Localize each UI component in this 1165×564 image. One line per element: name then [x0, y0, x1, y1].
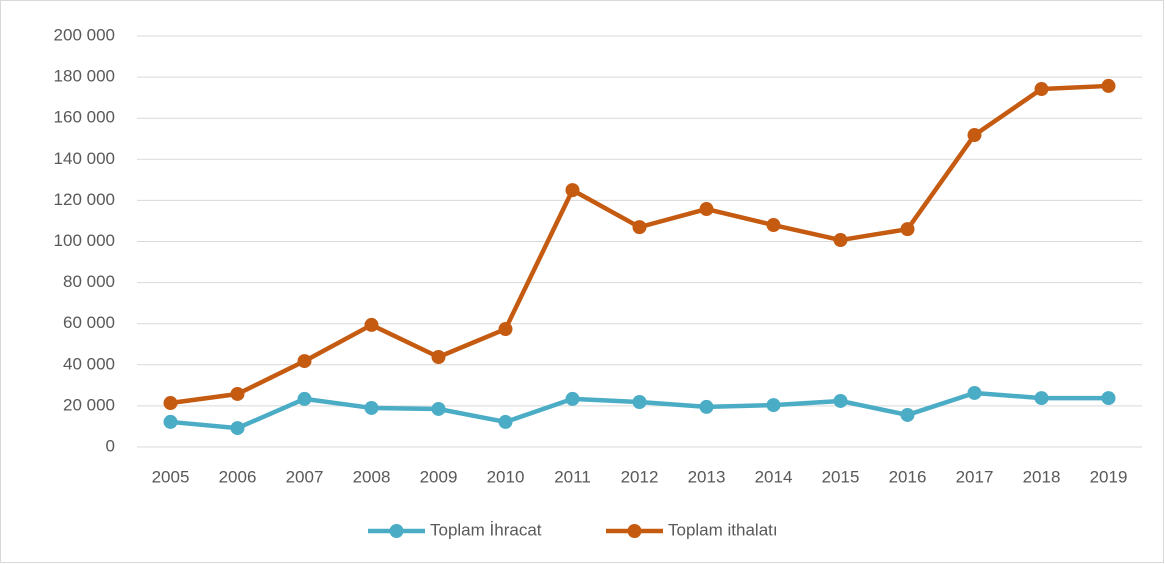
x-tick-label: 2015 [822, 467, 860, 486]
data-point [766, 218, 781, 233]
data-point [900, 222, 915, 237]
x-tick-label: 2018 [1023, 467, 1061, 486]
data-point [833, 233, 848, 248]
x-tick-label: 2009 [420, 467, 458, 486]
data-point [565, 391, 580, 406]
legend-label: Toplam ithalatı [668, 520, 778, 539]
data-point [1034, 391, 1049, 406]
data-point [297, 354, 312, 369]
data-point [766, 398, 781, 413]
x-tick-label: 2013 [688, 467, 726, 486]
x-tick-label: 2014 [755, 467, 793, 486]
data-point [431, 349, 446, 364]
data-point [565, 183, 580, 198]
x-tick-label: 2011 [554, 467, 591, 486]
data-point [632, 394, 647, 409]
data-point [364, 400, 379, 415]
data-point [431, 401, 446, 416]
data-point [230, 421, 245, 436]
data-point [297, 391, 312, 406]
x-tick-label: 2012 [621, 467, 659, 486]
legend-marker [389, 524, 404, 538]
data-point [163, 396, 178, 411]
x-tick-label: 2016 [889, 467, 927, 486]
data-point [632, 220, 647, 235]
y-tick-label: 60 000 [63, 313, 115, 332]
data-point [967, 385, 982, 400]
x-tick-label: 2008 [353, 467, 391, 486]
y-tick-label: 200 000 [54, 25, 115, 44]
x-tick-label: 2019 [1090, 467, 1128, 486]
y-tick-label: 0 [106, 436, 115, 455]
data-point [699, 399, 714, 414]
x-tick-label: 2007 [286, 467, 324, 486]
y-tick-label: 80 000 [63, 272, 115, 291]
data-point [900, 407, 915, 422]
x-tick-label: 2006 [219, 467, 257, 486]
data-point [1034, 82, 1049, 97]
data-point [498, 414, 513, 429]
y-tick-label: 40 000 [63, 354, 115, 373]
y-tick-label: 100 000 [54, 231, 115, 250]
x-tick-label: 2010 [487, 467, 525, 486]
data-point [833, 393, 848, 408]
data-point [163, 414, 178, 429]
legend-label: Toplam İhracat [430, 520, 542, 539]
y-tick-label: 20 000 [63, 395, 115, 414]
data-point [230, 386, 245, 401]
data-point [364, 317, 379, 332]
data-point [1101, 78, 1116, 93]
y-tick-label: 180 000 [54, 67, 115, 86]
data-point [967, 128, 982, 143]
x-tick-label: 2017 [956, 467, 994, 486]
data-point [498, 322, 513, 337]
data-point [1101, 391, 1116, 406]
y-tick-label: 160 000 [54, 108, 115, 127]
y-tick-label: 120 000 [54, 190, 115, 209]
legend-marker [627, 524, 642, 538]
data-point [699, 202, 714, 217]
x-tick-label: 2005 [152, 467, 190, 486]
y-tick-label: 140 000 [54, 149, 115, 168]
